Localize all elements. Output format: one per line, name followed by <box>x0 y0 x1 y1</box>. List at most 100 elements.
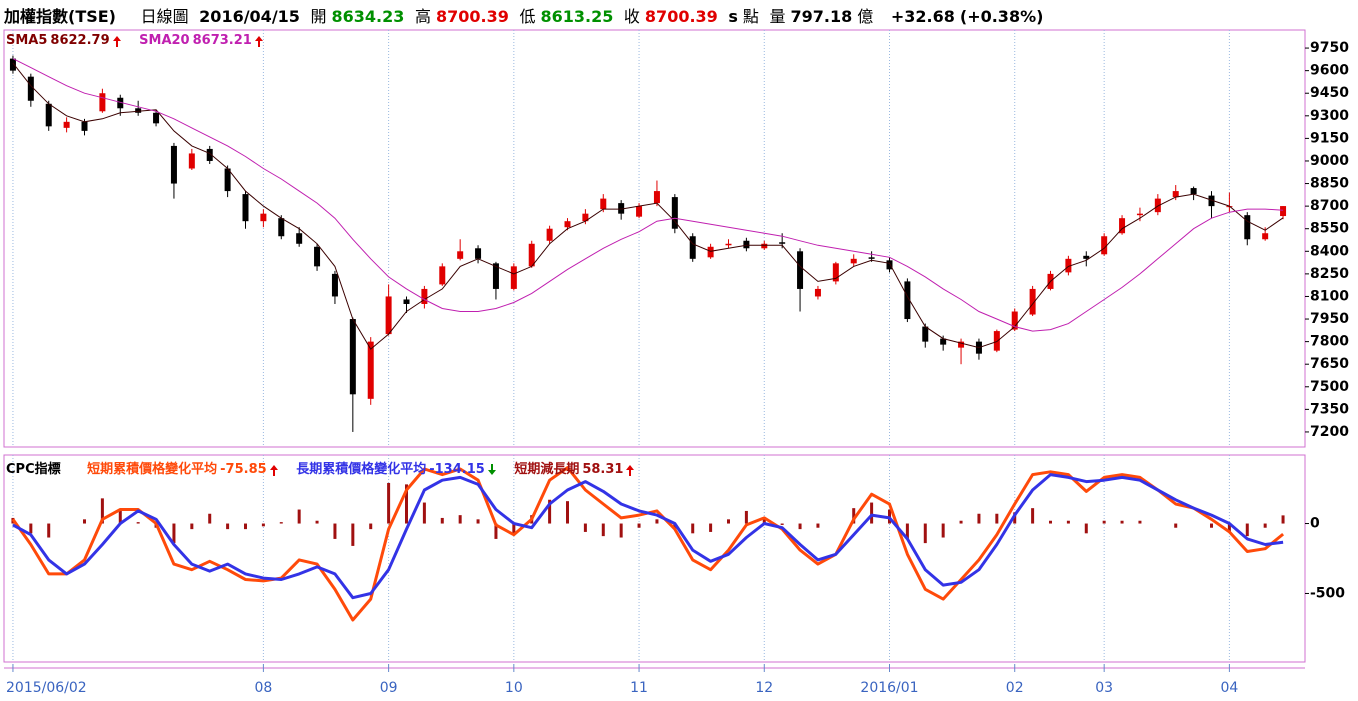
panel-title: CPC指標 <box>6 462 61 477</box>
x-tick-label: 10 <box>505 680 523 696</box>
histogram-bar <box>476 519 480 524</box>
volume-label: 量 <box>769 7 786 26</box>
y-tick-label: 8250 <box>1310 266 1349 282</box>
candle-body <box>958 341 965 348</box>
change: +32.68 <box>890 7 955 26</box>
period: 日線圖 <box>140 7 189 26</box>
y-tick-label: 8850 <box>1310 176 1349 192</box>
low-label: 低 <box>519 7 536 26</box>
cpc-line <box>12 473 1284 600</box>
candle-body <box>1136 213 1143 216</box>
histogram-bar <box>333 523 337 539</box>
histogram-bar <box>870 502 874 524</box>
candle-body <box>582 213 589 222</box>
change-pct: (+0.38%) <box>959 7 1044 26</box>
histogram-bar <box>1281 515 1285 524</box>
histogram-bar <box>315 520 319 524</box>
x-tick-label: 04 <box>1220 680 1238 696</box>
candle-body <box>63 121 70 128</box>
candle-body <box>671 197 678 229</box>
header: 加權指數(TSE) 日線圖 2016/04/15 開 8634.23 高 8700.… <box>4 3 1048 27</box>
y-tick-label: 8550 <box>1310 221 1349 237</box>
histogram-bar <box>440 517 444 524</box>
y-tick-label: 9000 <box>1310 153 1349 169</box>
close-label: 收 <box>623 7 640 26</box>
histogram-bar <box>583 523 587 532</box>
candle-body <box>224 168 231 192</box>
histogram-bar <box>1174 523 1178 528</box>
y-tick-label: 7500 <box>1310 379 1349 395</box>
unit: 點 <box>742 7 759 26</box>
candle-body <box>940 338 947 345</box>
y-tick-label: 9150 <box>1310 130 1349 146</box>
histogram-bar <box>100 498 104 524</box>
candle-body <box>1065 258 1072 273</box>
legend-value: 58.31 <box>582 462 624 477</box>
candle-body <box>45 103 52 127</box>
cpc-legend: CPC指標 短期累積價格變化平均 -75.85 長期累積價格變化平均 -134.15… <box>6 458 648 477</box>
candle-body <box>1119 218 1126 234</box>
candle-body <box>1154 198 1161 213</box>
candle-body <box>367 341 374 399</box>
open-value: 8634.23 <box>331 7 405 26</box>
candle-body <box>117 97 124 109</box>
close-value: 8700.39 <box>644 7 718 26</box>
histogram-bar <box>405 484 408 524</box>
y-tick-label: -500 <box>1310 585 1345 601</box>
histogram-bar <box>601 523 605 537</box>
price-legend: SMA5 8622.79 SMA20 8673.21 <box>6 33 277 48</box>
histogram-bar <box>852 508 856 524</box>
sma-line <box>12 62 1284 350</box>
s: s <box>728 7 738 26</box>
x-tick-label: 11 <box>630 680 648 696</box>
candle-body <box>170 145 177 184</box>
histogram-bar <box>1031 508 1035 524</box>
candle-body <box>564 221 571 228</box>
histogram-bar <box>673 523 677 530</box>
candle-body <box>797 251 804 289</box>
low-value: 8613.25 <box>540 7 614 26</box>
up-arrow <box>112 35 121 47</box>
histogram-bar <box>1227 523 1231 532</box>
x-tick-label: 09 <box>380 680 398 696</box>
candle-body <box>1083 255 1090 259</box>
candle-body <box>314 246 321 267</box>
high-value: 8700.39 <box>435 7 509 26</box>
histogram-bar <box>244 523 247 530</box>
histogram-bar <box>387 482 391 524</box>
candle-body <box>403 299 410 304</box>
histogram-bar <box>458 515 462 524</box>
legend-name: SMA20 <box>139 33 190 48</box>
x-tick-label: 08 <box>254 680 272 696</box>
candle-body <box>1029 288 1036 315</box>
volume: 797.18 <box>790 7 853 26</box>
histogram-bar <box>208 513 212 524</box>
up-arrow <box>626 464 635 476</box>
candle-body <box>135 108 142 113</box>
candle-body <box>904 281 911 320</box>
panel-frame <box>3 29 1306 448</box>
candle-body <box>510 266 517 289</box>
histogram-bar <box>548 499 552 524</box>
histogram-bar <box>297 509 301 524</box>
candle-body <box>153 112 160 124</box>
x-tick-label: 2015/06/02 <box>6 680 87 696</box>
date: 2016/04/15 <box>199 7 300 26</box>
y-tick-label: 8100 <box>1310 288 1349 304</box>
candle-body <box>242 194 249 222</box>
histogram-bar <box>727 519 730 524</box>
histogram-bar <box>190 523 194 530</box>
y-tick-label: 9450 <box>1310 85 1349 101</box>
histogram-bar <box>172 523 176 544</box>
candle-body <box>492 263 499 289</box>
histogram-bar <box>1102 520 1106 524</box>
candle-body <box>1244 215 1251 240</box>
candle-body <box>81 121 88 131</box>
legend-value: 8622.79 <box>50 33 110 48</box>
legend-name: 短期累積價格變化平均 <box>87 462 218 477</box>
y-tick-label: 8400 <box>1310 243 1349 259</box>
candle-body <box>689 236 696 259</box>
histogram-bar <box>494 523 498 539</box>
up-arrow <box>269 464 278 476</box>
